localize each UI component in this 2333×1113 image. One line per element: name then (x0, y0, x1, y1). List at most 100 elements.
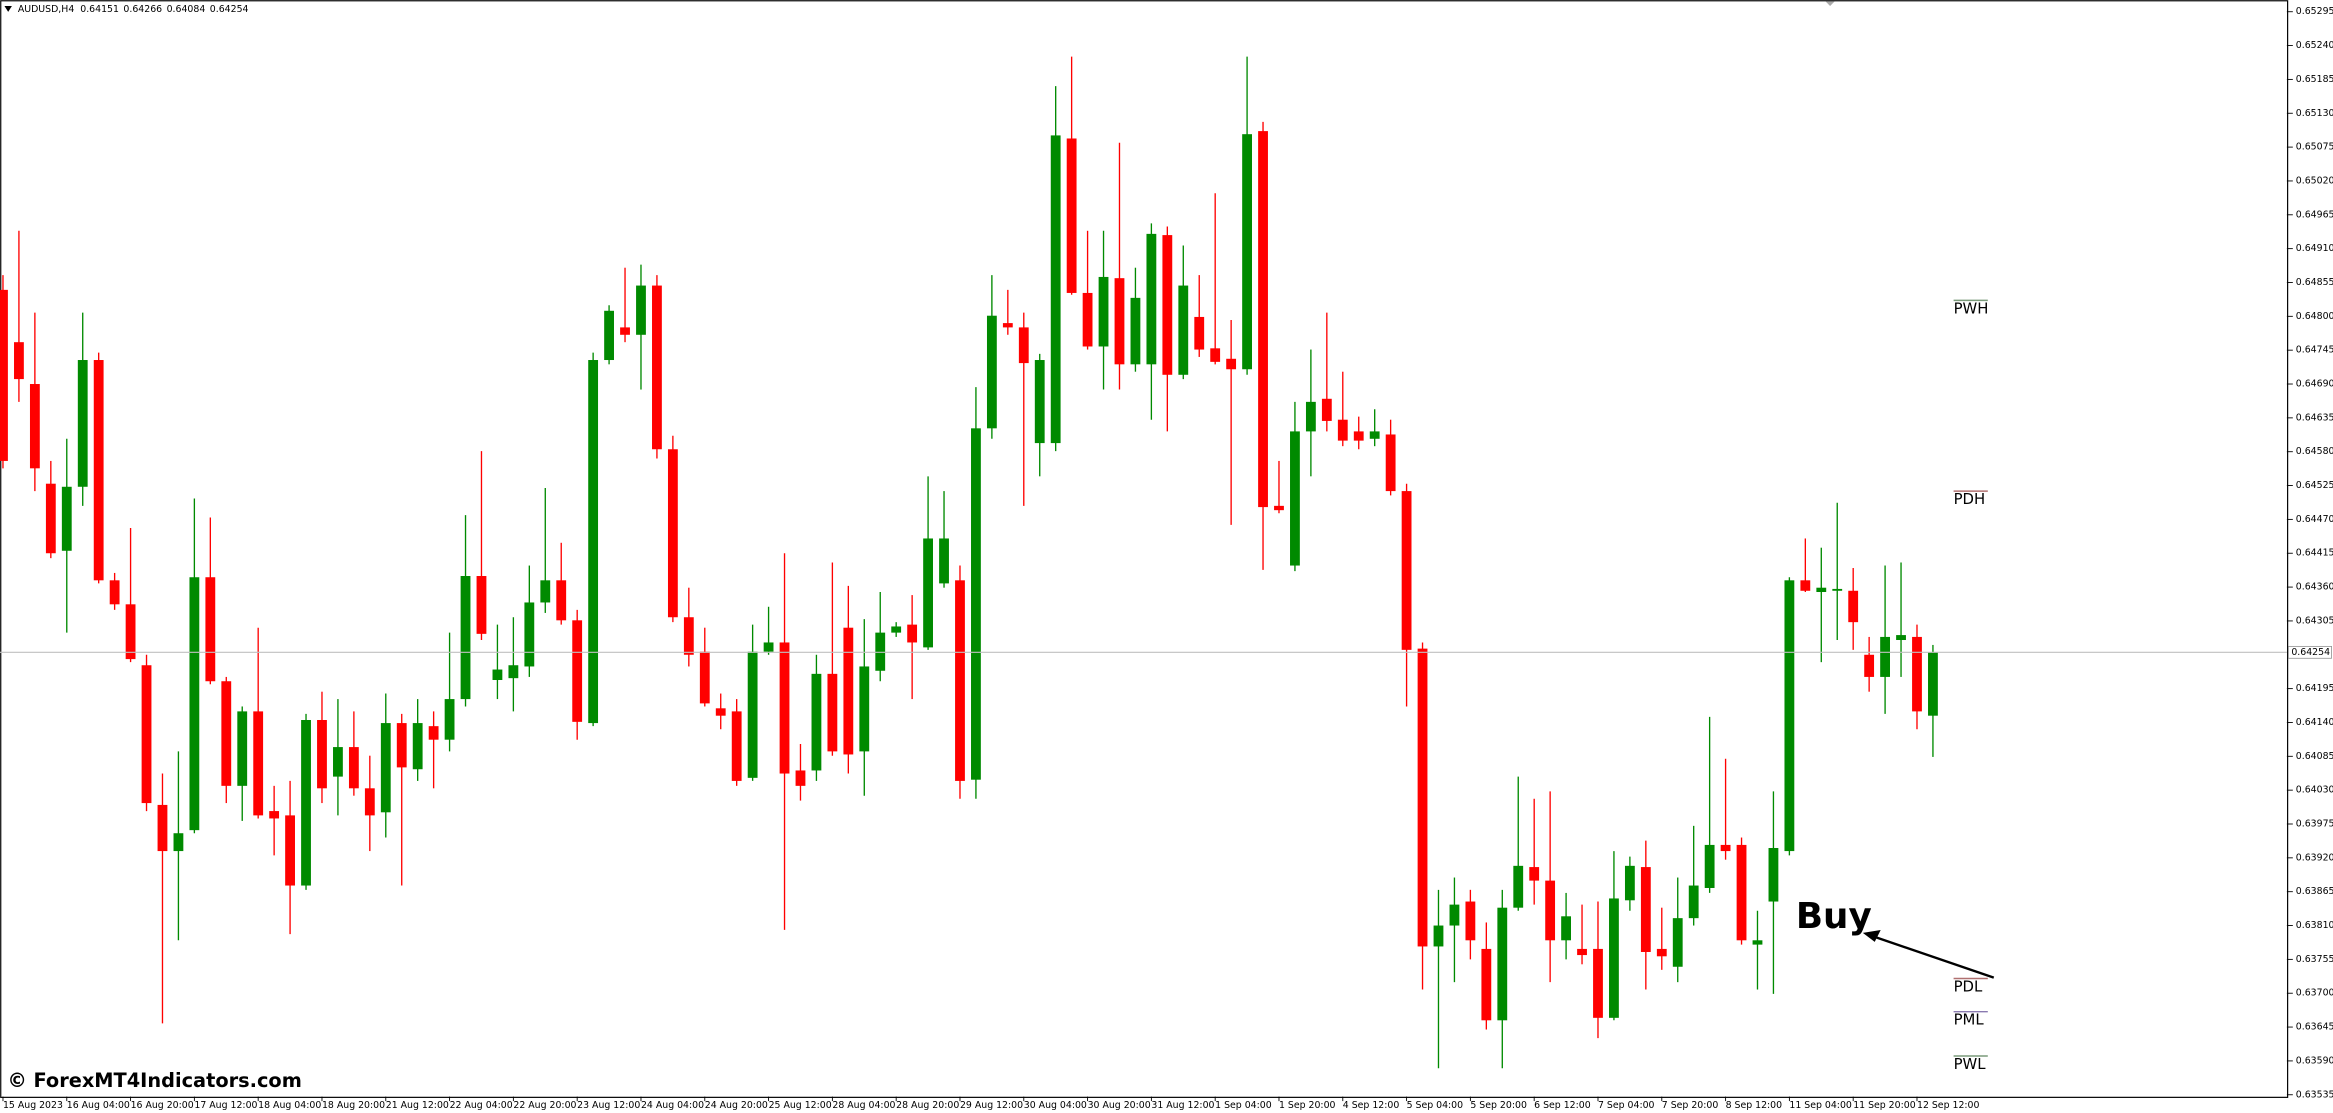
candle-body (779, 642, 790, 774)
candle-body (1130, 297, 1141, 365)
watermark: © ForexMT4Indicators.com (7, 1069, 301, 1092)
candle-body (667, 449, 678, 618)
candle-body (1513, 865, 1524, 908)
candle-body (891, 626, 902, 633)
y-tick-label: 0.63920 (2296, 852, 2333, 863)
candle-body (1880, 636, 1890, 677)
y-tick-label: 0.63535 (2296, 1089, 2333, 1100)
candle-body (508, 665, 519, 679)
y-tick-label: 0.64085 (2296, 751, 2333, 762)
x-tick-label: 22 Aug 04:00 (450, 1100, 513, 1111)
candle-body (1369, 431, 1380, 439)
candle-body (1752, 940, 1763, 945)
candle-body (955, 580, 965, 781)
candle-body (699, 651, 710, 704)
y-tick-label: 0.64965 (2296, 209, 2333, 220)
y-tick-label: 0.64305 (2296, 615, 2333, 626)
candle-body (1624, 865, 1635, 901)
candle-body (811, 673, 822, 771)
candle-body (747, 651, 758, 778)
x-tick-label: 1 Sep 04:00 (1215, 1100, 1272, 1111)
candle-body (1290, 431, 1300, 566)
candle-body (125, 604, 136, 660)
header-high: 0.64266 (123, 3, 162, 14)
x-tick-label: 7 Sep 20:00 (1662, 1100, 1719, 1111)
y-tick-label: 0.64690 (2296, 379, 2333, 390)
candle-body (1258, 131, 1268, 508)
y-tick-label: 0.63865 (2296, 886, 2333, 897)
candle-body (29, 384, 40, 469)
symbol: AUDUSD,H4 (18, 3, 74, 14)
candle-body (285, 815, 295, 886)
candle-body (77, 360, 88, 487)
candle-body (715, 708, 726, 716)
chart-header: AUDUSD,H4 0.64151 0.64266 0.64084 0.64254 (18, 3, 249, 14)
candle-body (875, 632, 886, 671)
candle-body (93, 360, 104, 581)
candle-body (269, 811, 280, 819)
candle-body (1593, 948, 1603, 1018)
x-tick-label: 24 Aug 04:00 (641, 1100, 704, 1111)
candle-body (1800, 580, 1811, 591)
candle-body (237, 711, 248, 786)
level-label: PML (1954, 1011, 1985, 1029)
y-tick-label: 0.65185 (2296, 74, 2333, 85)
candle-body (1002, 323, 1013, 328)
header-open: 0.64151 (80, 3, 119, 14)
x-tick-label: 30 Aug 04:00 (1024, 1100, 1087, 1111)
candle-body (1098, 276, 1109, 347)
x-tick-label: 15 Aug 2023 (3, 1100, 63, 1111)
x-tick-label: 18 Aug 20:00 (322, 1100, 385, 1111)
y-tick-label: 0.63590 (2296, 1055, 2333, 1066)
candle-body (460, 576, 471, 700)
buy-arrow (1871, 934, 1995, 979)
candle-body (1545, 880, 1556, 941)
candle-body (652, 285, 662, 450)
candle-body (1864, 654, 1875, 677)
x-tick-label: 31 Aug 12:00 (1151, 1100, 1214, 1111)
x-tick-label: 5 Sep 20:00 (1470, 1100, 1527, 1111)
candle-body (333, 747, 343, 777)
x-tick-label: 8 Sep 12:00 (1726, 1100, 1783, 1111)
level-label: PDL (1954, 977, 1983, 995)
candle-body (1353, 431, 1364, 441)
candle-body (253, 711, 264, 816)
y-tick-label: 0.64140 (2296, 717, 2333, 728)
candle-body (476, 576, 487, 634)
y-tick-label: 0.64800 (2296, 311, 2333, 322)
candle-body (1226, 358, 1237, 370)
level-label: PDH (1954, 490, 1986, 508)
candle-body (1481, 948, 1492, 1021)
candle-body (1896, 635, 1906, 641)
candle-body (173, 833, 184, 852)
candle-body (683, 617, 694, 655)
candle-body (1018, 327, 1029, 364)
y-tick-label: 0.63755 (2296, 954, 2333, 965)
y-tick-label: 0.64470 (2296, 514, 2333, 525)
y-tick-label: 0.65240 (2296, 40, 2333, 51)
candle-body (396, 723, 407, 768)
candle-body (1704, 844, 1715, 888)
candle-body (1210, 348, 1221, 362)
candle-body (1337, 419, 1348, 441)
buy-annotation: Buy (1796, 896, 1872, 937)
candle-body (1034, 360, 1045, 444)
y-tick-label: 0.65020 (2296, 175, 2333, 186)
candle-body (221, 681, 232, 786)
candle-body (1497, 907, 1508, 1021)
buy-arrowhead (1862, 929, 1881, 942)
candle-body (1688, 885, 1699, 919)
candle-body (492, 669, 503, 681)
y-tick-label: 0.65295 (2296, 6, 2333, 17)
candle-body (205, 577, 216, 682)
y-tick-label: 0.64525 (2296, 480, 2333, 491)
candle-body (1194, 316, 1205, 350)
x-tick-label: 28 Aug 04:00 (832, 1100, 895, 1111)
candle-body (1465, 901, 1476, 941)
y-tick-label: 0.64745 (2296, 345, 2333, 356)
level-label: PWH (1954, 299, 1989, 317)
x-tick-label: 6 Sep 12:00 (1534, 1100, 1591, 1111)
menu-icon[interactable] (4, 5, 12, 12)
x-tick-label: 16 Aug 04:00 (67, 1100, 130, 1111)
candle-body (827, 673, 838, 752)
